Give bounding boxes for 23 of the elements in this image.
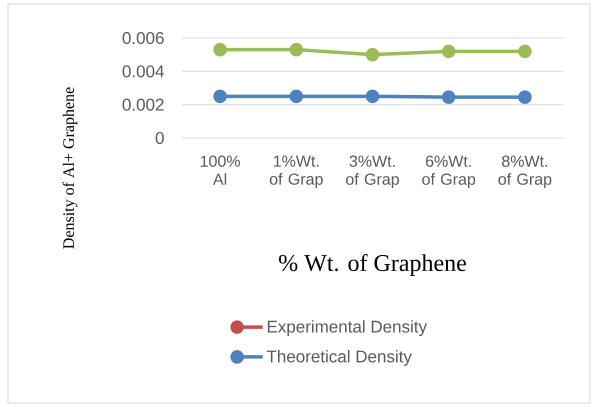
y-tick-label: 0 — [156, 132, 164, 144]
y-tick-label: 0.004 — [122, 65, 164, 78]
point — [442, 90, 456, 104]
point — [213, 42, 227, 56]
legend-label: Theoretical Density — [266, 350, 412, 366]
point — [290, 42, 304, 56]
y-axis-title: Density of Al+ Graphene — [62, 87, 78, 249]
point — [518, 44, 532, 58]
point — [518, 90, 532, 104]
x-tick-label: 100% Al — [200, 156, 240, 185]
x-tick-label: 3%Wt. of Grap — [346, 156, 399, 188]
point — [290, 90, 304, 104]
point — [366, 90, 380, 104]
x-tick-label: 1%Wt. of Grap — [270, 156, 323, 188]
point — [213, 90, 227, 104]
legend-label: Experimental Density — [268, 320, 428, 336]
x-tick-label: 8%Wt. of Grap — [498, 156, 552, 188]
y-tick-label: 0.006 — [122, 32, 164, 44]
y-tick-label: 0.002 — [122, 98, 164, 111]
x-tick-label: 6%Wt. of Grap — [422, 156, 476, 188]
point — [366, 48, 380, 62]
x-axis-title: % Wt. of Graphene — [279, 254, 466, 276]
point — [442, 44, 456, 58]
